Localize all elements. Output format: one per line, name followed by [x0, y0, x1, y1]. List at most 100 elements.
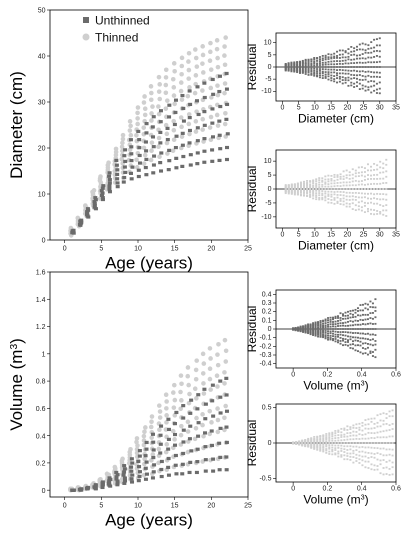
residual-point — [341, 82, 344, 85]
residual-point — [363, 192, 366, 195]
data-point — [123, 159, 128, 164]
data-point — [171, 405, 177, 410]
residual-point — [319, 442, 322, 444]
data-point — [200, 70, 206, 75]
residual-point — [355, 460, 358, 462]
residual-point — [344, 314, 347, 317]
residual-point — [352, 424, 355, 427]
residual-point — [356, 332, 359, 335]
y-axis-label: Diameter (cm) — [7, 71, 26, 179]
data-point — [142, 94, 147, 99]
residual-point — [329, 323, 332, 326]
residual-point — [370, 47, 373, 50]
residual-point — [333, 179, 336, 182]
residual-point — [360, 180, 363, 182]
data-point — [178, 432, 184, 438]
residual-point — [358, 74, 361, 76]
residual-point — [296, 184, 299, 187]
residual-point — [364, 433, 367, 436]
data-point — [218, 455, 223, 459]
residual-point — [299, 188, 302, 190]
residual-point — [330, 179, 333, 182]
residual-point — [330, 199, 333, 201]
residual-point — [307, 64, 310, 67]
residual-point — [327, 73, 330, 75]
residual-point — [373, 84, 376, 87]
residual-point — [354, 195, 357, 198]
residual-point — [363, 171, 366, 173]
residual-point — [319, 332, 322, 335]
residual-point — [310, 70, 313, 73]
residual-point — [284, 184, 287, 186]
residual-point — [355, 54, 358, 57]
residual-point — [361, 303, 364, 306]
data-point — [192, 386, 198, 392]
data-point — [218, 379, 223, 383]
data-point — [178, 373, 184, 378]
residual-point — [327, 66, 330, 68]
residual-point — [385, 454, 388, 457]
residual-point — [338, 60, 341, 63]
residual-point — [316, 444, 319, 447]
residual-point — [298, 67, 301, 69]
residual-point — [376, 458, 379, 461]
residual-point — [385, 188, 388, 190]
residual-point — [321, 190, 324, 192]
residual-point — [343, 435, 346, 438]
residual-point — [376, 436, 379, 439]
data-point — [186, 76, 192, 81]
residual-point — [355, 77, 358, 80]
residual-point — [375, 66, 378, 68]
residual-point — [352, 442, 355, 444]
residual-point — [385, 442, 388, 444]
residual-point — [324, 77, 327, 79]
residual-point — [319, 326, 322, 329]
residual-point — [351, 313, 354, 316]
residual-point — [333, 173, 336, 176]
residual-point — [313, 437, 316, 440]
residual-point — [379, 472, 382, 475]
residual-point — [341, 63, 344, 65]
residual-point — [310, 437, 313, 440]
residual-point — [322, 438, 325, 441]
residual-point — [327, 332, 330, 335]
legend-marker-unthinned — [83, 17, 89, 23]
data-point — [114, 470, 119, 475]
residual-point — [353, 77, 356, 79]
residual-point — [367, 427, 370, 430]
residual-point — [318, 66, 321, 68]
residual-point — [346, 432, 349, 435]
residual-point — [309, 328, 312, 330]
residual-point — [367, 431, 370, 434]
residual-point — [327, 183, 330, 186]
residual-point — [358, 433, 361, 436]
residual-point — [296, 193, 299, 195]
residual-point — [351, 316, 354, 319]
data-point — [122, 165, 127, 169]
data-point — [136, 459, 141, 464]
residual-point — [388, 410, 391, 413]
x-tick-label: 15 — [327, 105, 335, 112]
residual-point — [371, 306, 374, 309]
residual-point — [366, 174, 369, 176]
residual-point — [342, 188, 345, 190]
residual-point — [336, 50, 339, 53]
series-thinned — [68, 35, 229, 238]
data-point — [174, 472, 179, 476]
residual-point — [376, 202, 379, 205]
residual-point — [306, 181, 309, 184]
residual-point — [339, 331, 342, 333]
residual-point — [360, 200, 363, 203]
data-point — [203, 402, 208, 406]
residual-point — [373, 50, 376, 53]
residual-point — [324, 56, 327, 59]
residual-point — [352, 445, 355, 448]
residual-point — [350, 84, 353, 87]
residual-point — [331, 439, 334, 442]
residual-point — [303, 180, 306, 183]
residual-point — [379, 198, 382, 201]
residual-point — [349, 343, 352, 346]
residual-point — [321, 77, 324, 79]
residual-point — [329, 328, 332, 330]
residual-point — [369, 317, 372, 319]
